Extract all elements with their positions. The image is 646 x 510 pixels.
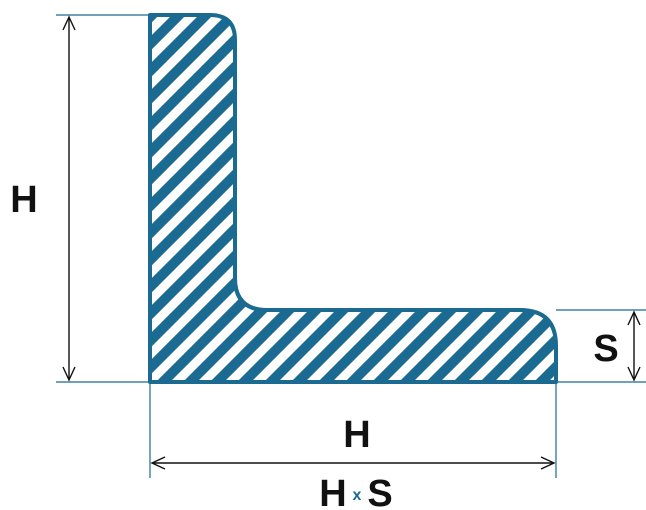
designation-height: H <box>319 473 346 510</box>
hatch-line <box>411 15 556 382</box>
thickness-label: S <box>593 328 618 370</box>
hatch-line <box>465 15 556 382</box>
designation-times-sign: x <box>353 487 362 504</box>
extension-lines <box>56 14 646 478</box>
profile-outline <box>148 13 558 384</box>
thickness-top-arrow <box>627 310 641 326</box>
width-left-arrow <box>150 456 166 470</box>
profile-designation: H x S <box>319 473 392 510</box>
hatch-line <box>357 15 556 382</box>
hatch-line <box>150 15 252 382</box>
hatch-line <box>384 15 556 382</box>
width-label: H <box>343 414 370 456</box>
dimension-lines <box>62 15 641 470</box>
l-profile-section <box>148 13 558 384</box>
hatch-line <box>150 15 279 382</box>
hatch-line <box>150 15 225 382</box>
thickness-bottom-arrow <box>627 366 641 382</box>
height-bottom-arrow <box>62 366 76 382</box>
designation-thickness: S <box>367 473 392 510</box>
hatch-line <box>438 15 556 382</box>
width-right-arrow <box>540 456 556 470</box>
height-label: H <box>10 179 37 221</box>
height-top-arrow <box>62 15 76 31</box>
